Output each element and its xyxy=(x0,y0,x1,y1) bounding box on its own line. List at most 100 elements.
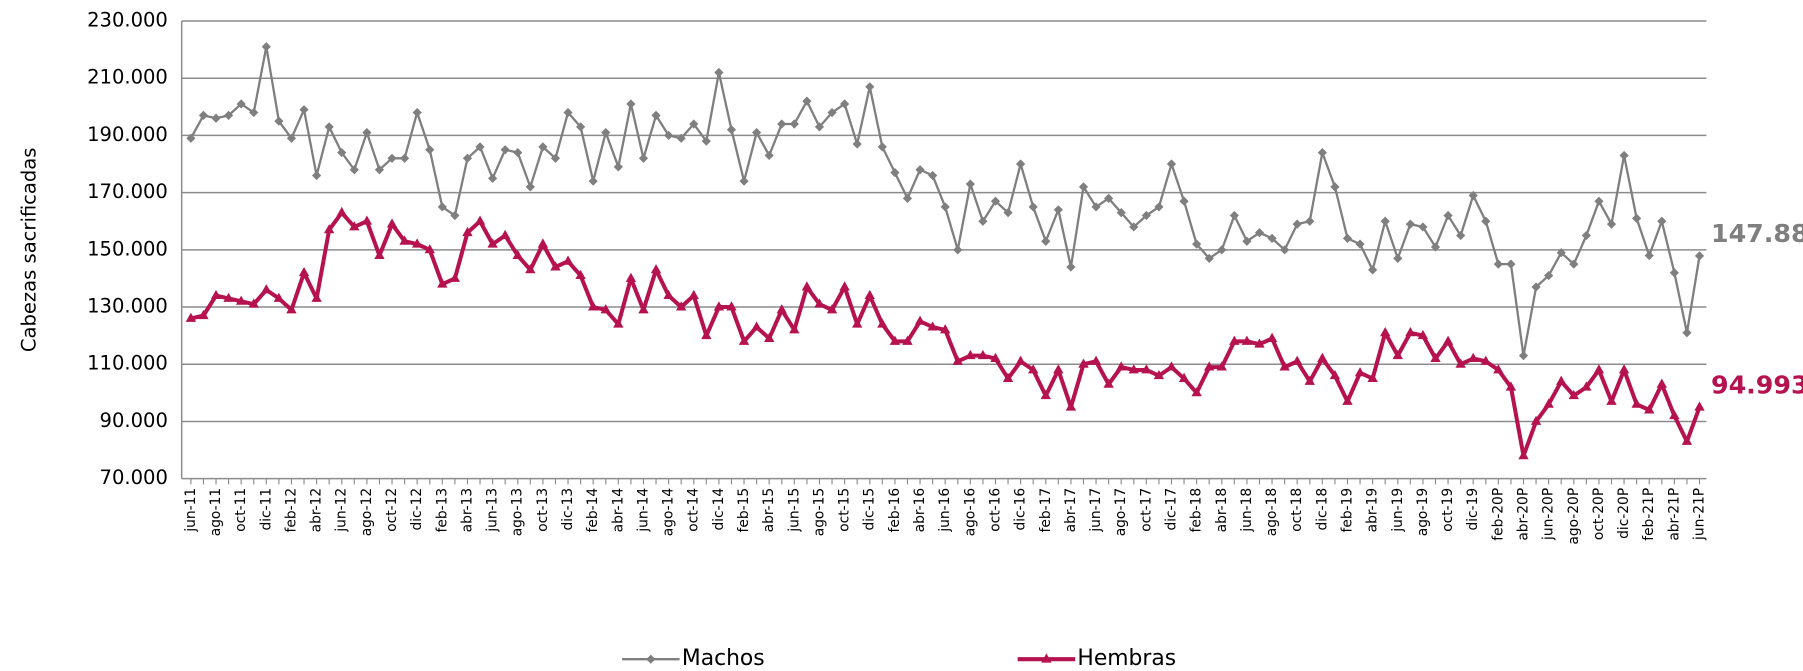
marker xyxy=(1204,361,1215,371)
marker xyxy=(1116,361,1127,371)
marker xyxy=(298,266,310,277)
marker xyxy=(676,301,687,311)
marker xyxy=(1493,259,1503,269)
marker xyxy=(349,221,360,231)
x-tick-label: feb-20P xyxy=(1490,488,1506,541)
marker xyxy=(1442,335,1454,345)
series-line xyxy=(189,45,1701,357)
x-tick-label: dic-14 xyxy=(711,488,727,531)
marker xyxy=(563,107,573,118)
x-tick-label: jun-16 xyxy=(937,488,953,533)
marker xyxy=(1644,404,1655,414)
marker xyxy=(449,272,461,282)
marker xyxy=(374,249,385,260)
marker xyxy=(1518,351,1529,361)
marker xyxy=(726,301,737,311)
x-tick-label: oct-16 xyxy=(987,488,1003,532)
marker xyxy=(1329,369,1341,380)
marker xyxy=(613,318,624,328)
data-label: 147.882 xyxy=(1711,219,1803,248)
x-tick-label: dic-13 xyxy=(560,488,576,531)
marker xyxy=(1002,372,1014,382)
x-tick-label: ago-11 xyxy=(208,488,224,536)
x-tick-label: abr-12 xyxy=(309,488,325,533)
marker xyxy=(1141,364,1152,374)
marker xyxy=(1292,355,1303,365)
marker xyxy=(840,99,850,109)
x-tick-label: dic-16 xyxy=(1013,488,1029,531)
legend-label: Machos xyxy=(682,646,765,671)
marker xyxy=(1417,329,1429,340)
marker xyxy=(801,281,813,291)
marker xyxy=(965,179,975,189)
marker xyxy=(902,193,913,203)
x-tick-label: dic-18 xyxy=(1314,488,1330,531)
marker xyxy=(1116,208,1126,218)
marker xyxy=(1405,219,1415,229)
x-tick-label: dic-20P xyxy=(1616,488,1632,539)
marker xyxy=(249,107,259,118)
marker xyxy=(525,182,535,192)
marker xyxy=(1480,355,1491,365)
marker xyxy=(978,216,988,226)
marker xyxy=(777,119,787,129)
marker xyxy=(877,142,887,152)
marker xyxy=(437,202,447,212)
x-tick-label: jun-13 xyxy=(485,488,501,533)
marker xyxy=(550,153,561,163)
marker xyxy=(210,289,222,300)
marker xyxy=(1154,202,1164,212)
marker xyxy=(576,122,586,132)
marker xyxy=(1392,349,1403,360)
marker xyxy=(1581,230,1591,241)
marker xyxy=(424,244,435,254)
x-tick-label: jun-12 xyxy=(334,488,350,533)
marker xyxy=(1355,239,1365,249)
x-tick-label: ago-12 xyxy=(359,488,375,536)
marker xyxy=(852,139,862,149)
marker xyxy=(1694,401,1705,411)
marker xyxy=(1606,219,1617,229)
marker xyxy=(1380,327,1391,337)
marker xyxy=(248,298,259,308)
marker xyxy=(1518,450,1529,460)
marker xyxy=(474,215,486,225)
marker xyxy=(525,264,536,274)
x-tick-label: jun-17 xyxy=(1088,488,1104,533)
x-tick-label: oct-15 xyxy=(837,488,853,532)
marker xyxy=(1241,335,1253,345)
marker xyxy=(826,304,838,314)
marker xyxy=(902,335,913,345)
marker xyxy=(538,142,548,152)
marker xyxy=(462,153,473,163)
marker xyxy=(1594,196,1604,206)
marker xyxy=(1581,381,1592,391)
marker xyxy=(1380,216,1390,226)
marker xyxy=(1656,378,1667,388)
x-tick-label: oct-18 xyxy=(1289,488,1305,532)
x-tick-label: feb-12 xyxy=(283,488,299,533)
marker xyxy=(1468,352,1479,362)
marker xyxy=(562,255,574,265)
y-axis-label: Cabezas sacrificadas xyxy=(17,148,40,353)
x-tick-label: oct-11 xyxy=(233,488,249,532)
marker xyxy=(1430,242,1441,252)
marker xyxy=(852,318,863,328)
x-tick-label: ago-18 xyxy=(1264,488,1280,536)
marker xyxy=(1644,250,1654,261)
marker xyxy=(1618,364,1630,374)
marker xyxy=(776,304,787,314)
marker xyxy=(1681,435,1693,445)
marker xyxy=(550,261,561,271)
marker xyxy=(299,105,309,115)
x-tick-label: abr-13 xyxy=(459,488,475,533)
marker xyxy=(588,301,599,311)
x-tick-label: feb-13 xyxy=(434,488,450,533)
x-tick-label: feb-19 xyxy=(1339,488,1355,533)
marker xyxy=(1317,147,1327,158)
marker xyxy=(1405,327,1416,337)
x-tick-label: abr-20P xyxy=(1516,488,1532,541)
marker xyxy=(411,238,423,248)
marker xyxy=(1556,375,1567,385)
x-tick-label: jun-20P xyxy=(1541,488,1557,541)
